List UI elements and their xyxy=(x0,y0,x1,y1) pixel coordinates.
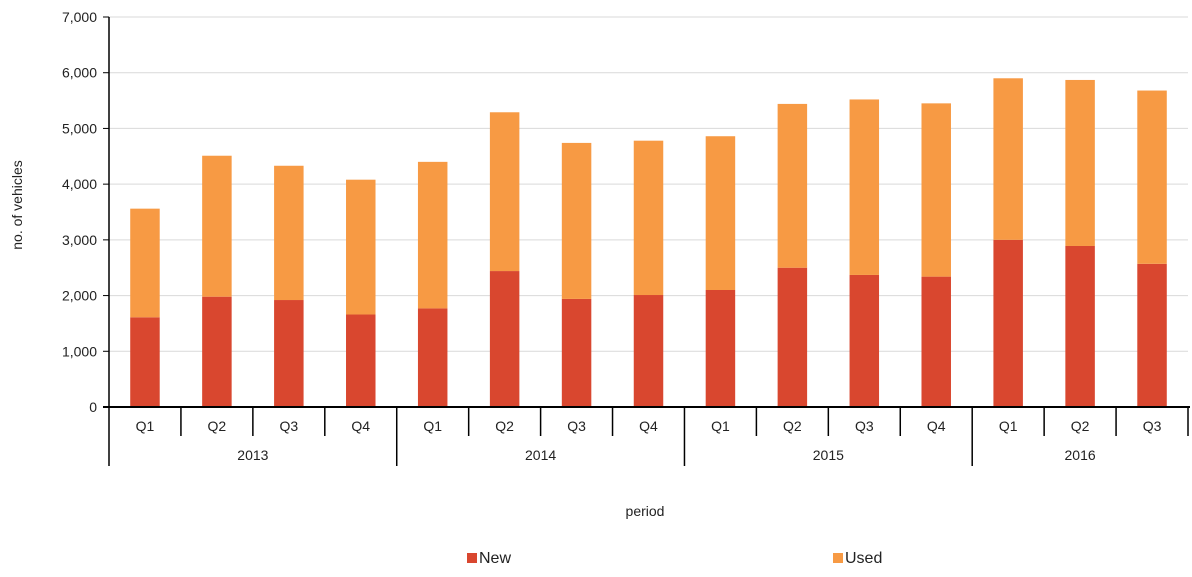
y-tick-label: 5,000 xyxy=(62,120,97,136)
y-tick-label: 4,000 xyxy=(62,176,97,192)
x-category-label: Q3 xyxy=(855,418,874,434)
bar-used xyxy=(417,161,448,309)
bar-new xyxy=(849,274,880,407)
legend-label-used: Used xyxy=(845,550,882,567)
bar-new xyxy=(130,317,160,407)
x-category-label: Q2 xyxy=(783,418,802,434)
bar-used xyxy=(705,136,736,290)
legend-swatch-used xyxy=(833,553,843,563)
x-category-label: Q2 xyxy=(495,418,514,434)
bar-new xyxy=(274,300,304,407)
bar-used xyxy=(777,103,808,268)
bar-used xyxy=(1137,90,1167,264)
bar-used xyxy=(346,179,376,315)
bar-used xyxy=(633,140,664,296)
y-tick-label: 1,000 xyxy=(62,343,97,359)
legend-swatch-new xyxy=(467,553,477,563)
x-category-label: Q1 xyxy=(711,418,730,434)
x-category-label: Q1 xyxy=(999,418,1018,434)
x-category-label: Q2 xyxy=(208,418,227,434)
axes xyxy=(103,16,1190,466)
bars xyxy=(130,78,1167,407)
bar-new xyxy=(346,314,376,407)
y-tick-label: 3,000 xyxy=(62,232,97,248)
bar-new xyxy=(202,296,232,407)
x-category-label: Q3 xyxy=(279,418,298,434)
bar-used xyxy=(130,208,160,318)
x-group-label: 2013 xyxy=(237,447,268,463)
y-tick-label: 6,000 xyxy=(62,65,97,81)
x-category-label: Q3 xyxy=(567,418,586,434)
bar-used xyxy=(849,99,880,275)
bar-used xyxy=(489,112,520,272)
bar-new xyxy=(1065,245,1095,407)
x-category-label: Q4 xyxy=(639,418,658,434)
bar-used xyxy=(202,155,232,297)
y-tick-label: 2,000 xyxy=(62,288,97,304)
bar-used xyxy=(274,165,304,301)
x-category-label: Q2 xyxy=(1071,418,1090,434)
labels: 0 1,000 2,000 3,000 4,000 5,000 6,000 7,000 Q1 Q2… xyxy=(62,9,1162,463)
bar-used xyxy=(561,142,592,299)
y-tick-label: 0 xyxy=(89,399,97,415)
x-group-label: 2015 xyxy=(813,447,844,463)
x-category-label: Q1 xyxy=(136,418,155,434)
x-group-label: 2016 xyxy=(1065,447,1096,463)
bar-new xyxy=(561,298,592,407)
bar-new xyxy=(921,276,951,407)
bar-used xyxy=(993,78,1023,240)
bar-used xyxy=(921,103,951,277)
bar-used xyxy=(1065,79,1095,246)
y-tick-label: 7,000 xyxy=(62,9,97,25)
bar-new xyxy=(777,267,808,407)
y-axis-title: no. of vehicles xyxy=(9,160,25,250)
bar-new xyxy=(993,239,1023,407)
x-category-label: Q3 xyxy=(1143,418,1162,434)
legend-label-new: New xyxy=(479,550,511,567)
bar-new xyxy=(489,271,520,407)
bar-new xyxy=(1137,263,1167,407)
x-group-label: 2014 xyxy=(525,447,556,463)
legend: New Used xyxy=(467,550,882,567)
x-category-label: Q1 xyxy=(423,418,442,434)
bar-new xyxy=(417,308,448,407)
bar-new xyxy=(705,290,736,407)
x-category-label: Q4 xyxy=(351,418,370,434)
x-axis-title: period xyxy=(626,503,665,519)
x-category-label: Q4 xyxy=(927,418,946,434)
bar-new xyxy=(633,295,664,407)
